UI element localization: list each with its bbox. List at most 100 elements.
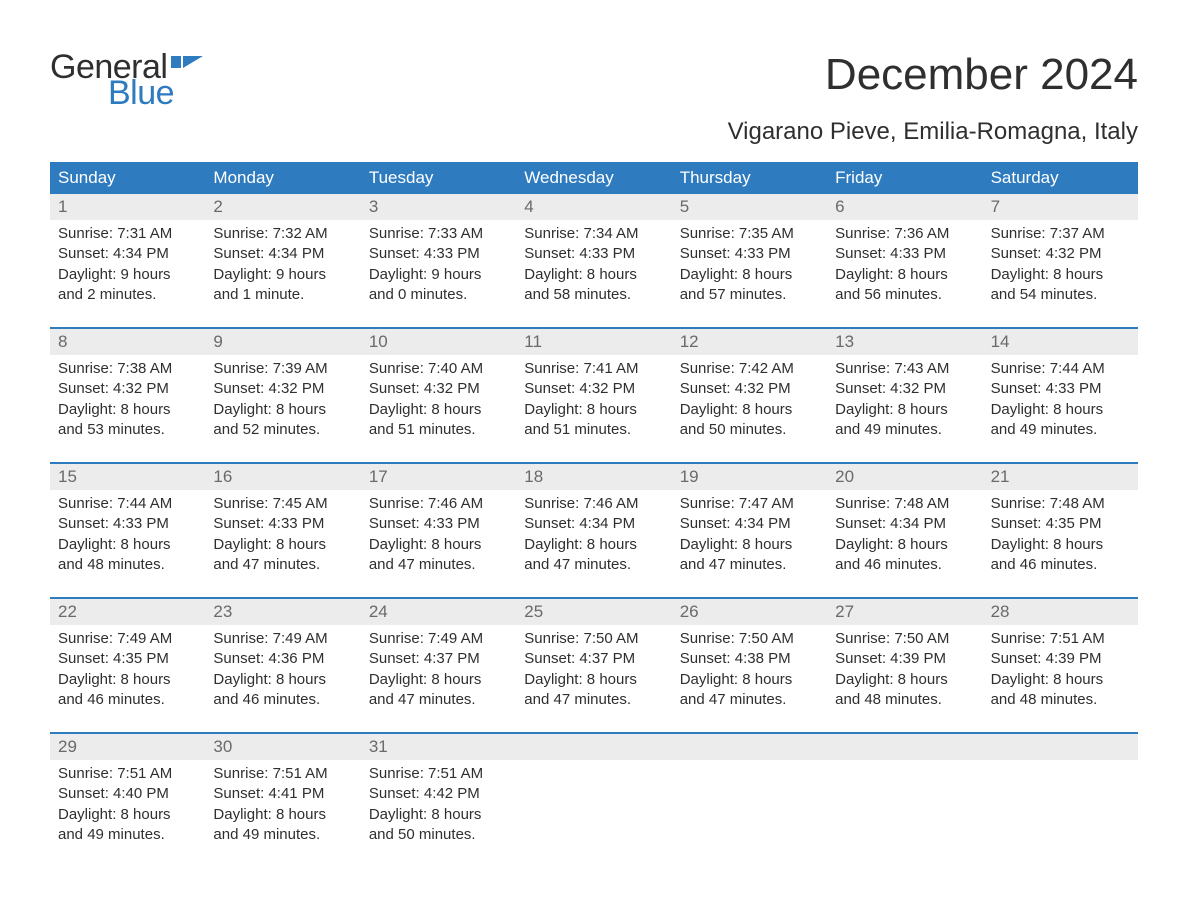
daylight-text-2: and 46 minutes. — [213, 690, 352, 710]
sunrise-text: Sunrise: 7:48 AM — [835, 494, 974, 514]
sunrise-text: Sunrise: 7:37 AM — [991, 224, 1130, 244]
daylight-text-2: and 48 minutes. — [835, 690, 974, 710]
daylight-text-1: Daylight: 9 hours — [213, 265, 352, 285]
sunset-text: Sunset: 4:34 PM — [213, 244, 352, 264]
daylight-text-2: and 54 minutes. — [991, 285, 1130, 305]
daylight-text-1: Daylight: 8 hours — [680, 400, 819, 420]
daylight-text-2: and 46 minutes. — [835, 555, 974, 575]
sunrise-text: Sunrise: 7:51 AM — [369, 764, 508, 784]
day-cell: Sunrise: 7:48 AMSunset: 4:35 PMDaylight:… — [983, 490, 1138, 583]
daylight-text-1: Daylight: 8 hours — [213, 805, 352, 825]
day-number: 8 — [50, 329, 205, 355]
day-number: 19 — [672, 464, 827, 490]
sunset-text: Sunset: 4:34 PM — [524, 514, 663, 534]
sunset-text: Sunset: 4:42 PM — [369, 784, 508, 804]
daylight-text-1: Daylight: 8 hours — [991, 535, 1130, 555]
daylight-text-1: Daylight: 8 hours — [991, 670, 1130, 690]
day-number: 16 — [205, 464, 360, 490]
sunset-text: Sunset: 4:34 PM — [58, 244, 197, 264]
day-number: 25 — [516, 599, 671, 625]
sunset-text: Sunset: 4:35 PM — [58, 649, 197, 669]
sunrise-text: Sunrise: 7:48 AM — [991, 494, 1130, 514]
daylight-text-2: and 49 minutes. — [213, 825, 352, 845]
daylight-text-1: Daylight: 8 hours — [369, 535, 508, 555]
daylight-text-2: and 52 minutes. — [213, 420, 352, 440]
daylight-text-2: and 47 minutes. — [680, 555, 819, 575]
sunset-text: Sunset: 4:33 PM — [835, 244, 974, 264]
day-header: Thursday — [672, 162, 827, 194]
flag-icon — [169, 54, 203, 78]
daylight-text-2: and 50 minutes. — [680, 420, 819, 440]
daylight-text-2: and 0 minutes. — [369, 285, 508, 305]
day-cell: Sunrise: 7:37 AMSunset: 4:32 PMDaylight:… — [983, 220, 1138, 313]
header-row: General Blue December 2024 — [50, 50, 1138, 110]
day-number: 15 — [50, 464, 205, 490]
sunrise-text: Sunrise: 7:31 AM — [58, 224, 197, 244]
daylight-text-1: Daylight: 8 hours — [991, 400, 1130, 420]
day-cell: Sunrise: 7:51 AMSunset: 4:40 PMDaylight:… — [50, 760, 205, 853]
day-number: 3 — [361, 194, 516, 220]
day-cell: Sunrise: 7:48 AMSunset: 4:34 PMDaylight:… — [827, 490, 982, 583]
day-cell: Sunrise: 7:51 AMSunset: 4:41 PMDaylight:… — [205, 760, 360, 853]
sunrise-text: Sunrise: 7:39 AM — [213, 359, 352, 379]
sunset-text: Sunset: 4:33 PM — [213, 514, 352, 534]
sunset-text: Sunset: 4:33 PM — [680, 244, 819, 264]
day-number-row: 293031 — [50, 734, 1138, 760]
day-number: 4 — [516, 194, 671, 220]
day-number — [983, 734, 1138, 760]
daylight-text-2: and 51 minutes. — [369, 420, 508, 440]
day-number: 30 — [205, 734, 360, 760]
daylight-text-2: and 53 minutes. — [58, 420, 197, 440]
day-cell: Sunrise: 7:41 AMSunset: 4:32 PMDaylight:… — [516, 355, 671, 448]
day-cell: Sunrise: 7:38 AMSunset: 4:32 PMDaylight:… — [50, 355, 205, 448]
day-cell: Sunrise: 7:43 AMSunset: 4:32 PMDaylight:… — [827, 355, 982, 448]
day-header: Monday — [205, 162, 360, 194]
sunrise-text: Sunrise: 7:49 AM — [58, 629, 197, 649]
sunset-text: Sunset: 4:34 PM — [835, 514, 974, 534]
week-row: 1234567Sunrise: 7:31 AMSunset: 4:34 PMDa… — [50, 194, 1138, 313]
sunset-text: Sunset: 4:32 PM — [835, 379, 974, 399]
day-number: 18 — [516, 464, 671, 490]
sunset-text: Sunset: 4:34 PM — [680, 514, 819, 534]
sunrise-text: Sunrise: 7:36 AM — [835, 224, 974, 244]
sunrise-text: Sunrise: 7:40 AM — [369, 359, 508, 379]
daylight-text-2: and 51 minutes. — [524, 420, 663, 440]
daylight-text-2: and 48 minutes. — [991, 690, 1130, 710]
daylight-text-1: Daylight: 8 hours — [835, 265, 974, 285]
sunrise-text: Sunrise: 7:50 AM — [524, 629, 663, 649]
sunrise-text: Sunrise: 7:34 AM — [524, 224, 663, 244]
day-cell: Sunrise: 7:44 AMSunset: 4:33 PMDaylight:… — [983, 355, 1138, 448]
sunset-text: Sunset: 4:41 PM — [213, 784, 352, 804]
sunset-text: Sunset: 4:32 PM — [58, 379, 197, 399]
logo-word-blue: Blue — [108, 76, 203, 110]
daylight-text-1: Daylight: 8 hours — [524, 670, 663, 690]
daylight-text-1: Daylight: 8 hours — [835, 670, 974, 690]
day-number: 11 — [516, 329, 671, 355]
sunrise-text: Sunrise: 7:51 AM — [991, 629, 1130, 649]
calendar: Sunday Monday Tuesday Wednesday Thursday… — [50, 162, 1138, 853]
day-cell: Sunrise: 7:35 AMSunset: 4:33 PMDaylight:… — [672, 220, 827, 313]
sunset-text: Sunset: 4:33 PM — [58, 514, 197, 534]
day-number-row: 891011121314 — [50, 329, 1138, 355]
sunrise-text: Sunrise: 7:51 AM — [58, 764, 197, 784]
daylight-text-1: Daylight: 8 hours — [524, 535, 663, 555]
daylight-text-1: Daylight: 8 hours — [369, 670, 508, 690]
daylight-text-2: and 57 minutes. — [680, 285, 819, 305]
sunrise-text: Sunrise: 7:47 AM — [680, 494, 819, 514]
sunrise-text: Sunrise: 7:49 AM — [213, 629, 352, 649]
day-number: 14 — [983, 329, 1138, 355]
sunset-text: Sunset: 4:33 PM — [991, 379, 1130, 399]
day-cell — [827, 760, 982, 853]
day-number: 5 — [672, 194, 827, 220]
sunrise-text: Sunrise: 7:43 AM — [835, 359, 974, 379]
daylight-text-1: Daylight: 8 hours — [58, 400, 197, 420]
sunset-text: Sunset: 4:37 PM — [524, 649, 663, 669]
sunrise-text: Sunrise: 7:44 AM — [58, 494, 197, 514]
daylight-text-2: and 49 minutes. — [58, 825, 197, 845]
day-cell: Sunrise: 7:46 AMSunset: 4:34 PMDaylight:… — [516, 490, 671, 583]
daylight-text-1: Daylight: 8 hours — [369, 400, 508, 420]
week-row: 891011121314Sunrise: 7:38 AMSunset: 4:32… — [50, 327, 1138, 448]
day-header: Sunday — [50, 162, 205, 194]
day-number: 26 — [672, 599, 827, 625]
day-cell: Sunrise: 7:42 AMSunset: 4:32 PMDaylight:… — [672, 355, 827, 448]
